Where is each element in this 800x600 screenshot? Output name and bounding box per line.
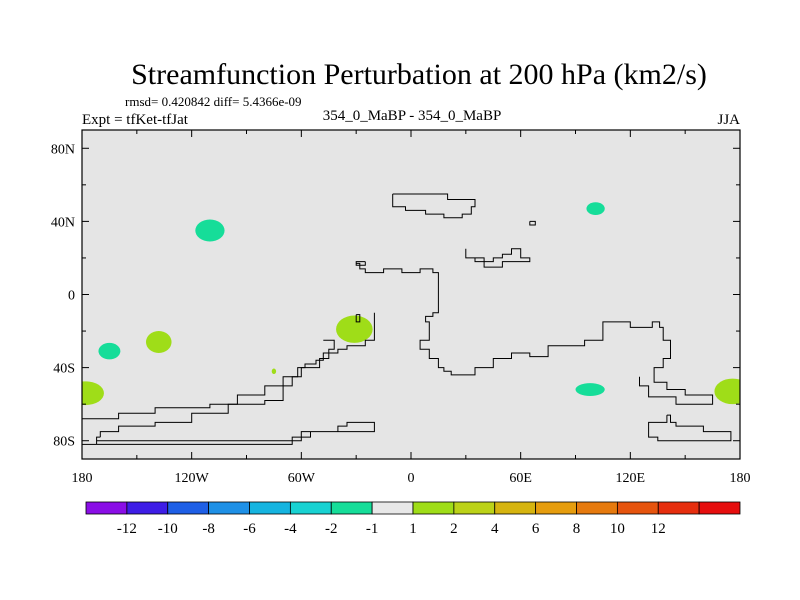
contour-region-1	[195, 219, 225, 242]
colorbar-box-6	[289, 501, 332, 515]
coastline-2	[529, 220, 536, 226]
chart-title: Streamfunction Perturbation at 200 hPa (…	[131, 58, 707, 91]
colorbar-label: 12	[651, 521, 666, 537]
colorbar-box-5	[249, 501, 291, 515]
contour-region-8	[714, 378, 740, 405]
contour-region-3	[98, 342, 121, 360]
coastline-8	[99, 312, 375, 438]
coastline-4	[465, 248, 531, 268]
x-tick-label: 120E	[616, 471, 646, 486]
stats-label: rmsd= 0.420842 diff= 5.4366e-09	[125, 94, 302, 109]
x-tick-label: 120W	[175, 471, 210, 486]
x-tick-label: 180	[730, 471, 751, 486]
colorbar-box-8	[371, 501, 414, 515]
coastline-12	[648, 414, 732, 442]
case-label: 354_0_MaBP - 354_0_MaBP	[323, 108, 502, 124]
coastline-11	[96, 421, 375, 445]
coastline-layer	[82, 193, 732, 445]
colorbar-label: 4	[491, 521, 499, 537]
contour-region-6	[271, 368, 277, 375]
colorbar-label: 1	[409, 521, 417, 537]
colorbar-label: 2	[450, 521, 458, 537]
plot-background	[82, 130, 740, 459]
colorbar-label: -6	[243, 521, 256, 537]
colorbar-label: -1	[366, 521, 379, 537]
contour-region-4	[145, 331, 172, 353]
season-label: JJA	[717, 112, 740, 128]
colorbar-box-9	[412, 501, 455, 515]
x-tick-label: 0	[408, 471, 415, 486]
colorbar-label: -8	[202, 521, 215, 537]
contour-region-5	[336, 315, 373, 343]
colorbar-box-7	[330, 501, 373, 515]
colorbar-label: 6	[532, 521, 540, 537]
colorbar-box-13	[576, 501, 618, 515]
x-tick-label: 180	[72, 471, 93, 486]
colorbar: -12 -10 -8 -6 -4 -2 -1 1 2 4 6 8 10 12	[85, 501, 741, 537]
contour-region-9	[575, 383, 605, 396]
contour-region-2	[586, 202, 605, 215]
coastline-1	[392, 193, 476, 219]
coastline-5	[356, 262, 714, 405]
colorbar-label: -4	[284, 521, 297, 537]
experiment-label: Expt = tfKet-tfJat	[82, 112, 189, 128]
colorbar-box-15	[657, 501, 700, 515]
colorbar-box-1	[85, 501, 128, 515]
colorbar-label: 8	[573, 521, 581, 537]
colorbar-box-14	[616, 501, 659, 515]
coastline-3	[355, 261, 366, 266]
coastline-7	[82, 339, 335, 420]
colorbar-label: -12	[117, 521, 137, 537]
contour-region-7	[82, 381, 104, 406]
y-tick-label: 80N	[51, 142, 75, 157]
colorbar-label: 10	[610, 521, 625, 537]
contour-fill-layer	[82, 202, 740, 406]
x-tick-label: 60W	[288, 471, 316, 486]
colorbar-box-11	[494, 501, 537, 515]
colorbar-box-4	[208, 501, 250, 515]
coastline-9	[96, 436, 101, 445]
coastline-6	[355, 314, 361, 323]
colorbar-label: -2	[325, 521, 338, 537]
colorbar-box-2	[126, 501, 169, 515]
colorbar-label: -10	[158, 521, 178, 537]
y-tick-label: 80S	[53, 435, 75, 450]
y-tick-label: 40S	[53, 362, 75, 377]
y-tick-label: 0	[68, 289, 75, 304]
colorbar-box-12	[535, 501, 577, 515]
colorbar-box-10	[453, 501, 496, 515]
colorbar-box-3	[167, 501, 210, 515]
axis-ticks: 180 120W 60W 0 60E 120E 180 80N 40N 0 40S 80S	[51, 130, 751, 486]
colorbar-box-16	[698, 501, 741, 515]
y-tick-label: 40N	[51, 215, 75, 230]
x-tick-label: 60E	[509, 471, 532, 486]
